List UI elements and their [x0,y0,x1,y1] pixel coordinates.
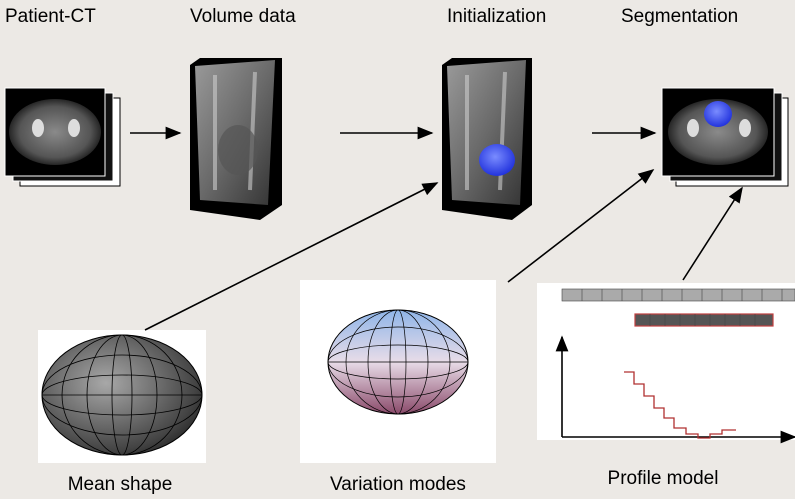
initialization [442,58,532,220]
model-label: Profile model [608,468,719,489]
ct-stack [5,88,120,186]
arrow [683,188,742,280]
step-label: Volume data [190,6,296,27]
segmentation [662,88,788,186]
model-label: Mean shape [68,474,173,495]
mean-shape [38,330,206,463]
step-label: Initialization [447,6,546,27]
step-label: Patient-CT [5,6,96,27]
model-label: Variation modes [330,474,466,495]
variation-modes [300,280,496,463]
volume [190,58,282,220]
step-label: Segmentation [621,6,738,27]
profile-model [537,283,795,440]
pipeline-diagram: Patient-CT Volume data Initialization Se… [0,0,795,499]
